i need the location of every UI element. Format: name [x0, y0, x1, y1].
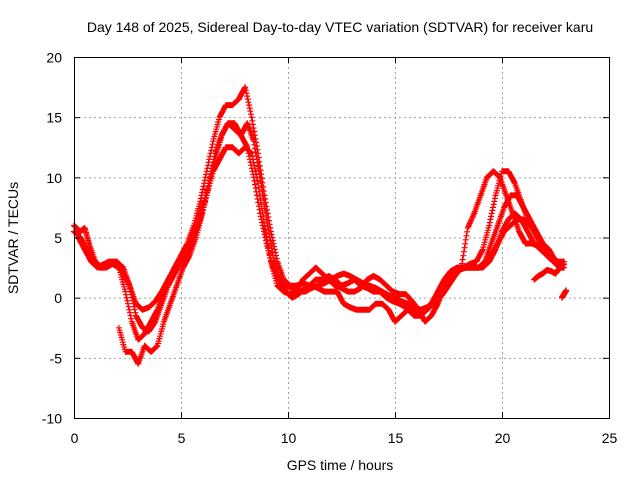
x-axis-tick-labels: 0 5 10 15 20 25 — [71, 430, 618, 446]
axis-ticks — [74, 57, 610, 419]
y-tick-label: 15 — [46, 110, 62, 126]
marker-trail — [531, 261, 568, 283]
series-track-a — [71, 84, 568, 317]
marker-trail — [558, 287, 570, 301]
x-tick-label: 5 — [178, 430, 186, 446]
y-tick-label: 5 — [54, 230, 62, 246]
chart-title: Day 148 of 2025, Sidereal Day-to-day VTE… — [87, 19, 593, 35]
x-tick-label: 20 — [495, 430, 511, 446]
y-tick-label: 0 — [54, 290, 62, 306]
y-axis-tick-labels: -10 -5 0 5 10 15 20 — [42, 50, 62, 427]
x-tick-label: 0 — [71, 430, 79, 446]
x-tick-label: 15 — [388, 430, 404, 446]
series-track-g — [558, 287, 570, 301]
y-tick-label: -5 — [50, 350, 63, 366]
series-track-d — [115, 120, 565, 367]
y-tick-label: 20 — [46, 50, 62, 66]
marker-trail — [439, 168, 568, 299]
y-axis-label: SDTVAR / TECUs — [5, 182, 21, 294]
y-tick-label: -10 — [42, 411, 62, 427]
x-tick-label: 10 — [281, 430, 297, 446]
data-series — [71, 84, 570, 367]
marker-trail — [71, 84, 568, 317]
y-tick-label: 10 — [46, 170, 62, 186]
series-track-f — [531, 261, 568, 283]
x-tick-label: 25 — [602, 430, 618, 446]
marker-trail — [115, 120, 565, 367]
series-track-e — [439, 168, 568, 299]
x-axis-label: GPS time / hours — [287, 457, 394, 473]
